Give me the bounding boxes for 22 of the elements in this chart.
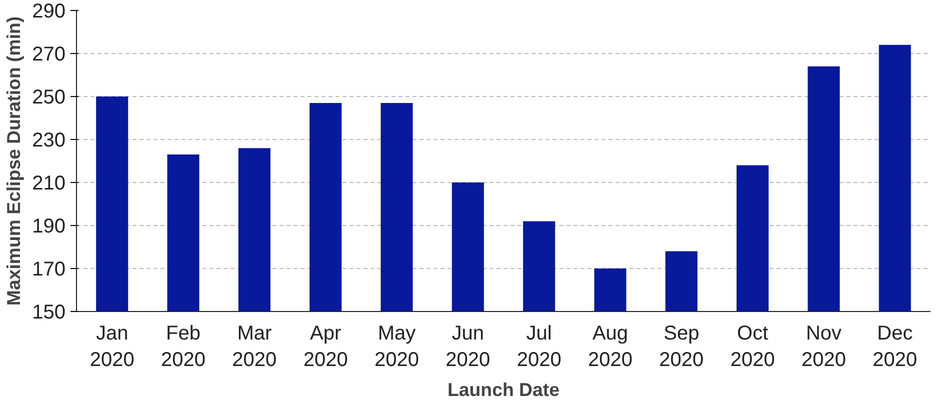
x-tick-label: Jul 2020 <box>516 322 562 371</box>
y-tick-label: 210 <box>32 172 66 194</box>
x-tick-label: Dec 2020 <box>872 322 918 371</box>
x-tick-label: Apr 2020 <box>303 322 348 371</box>
y-tick-label: 190 <box>32 216 66 238</box>
x-tick-label: Mar 2020 <box>232 322 277 371</box>
x-tick-label: Aug 2020 <box>588 322 633 371</box>
x-tick-label: May 2020 <box>374 322 420 371</box>
x-tick-label: Jun 2020 <box>446 322 490 371</box>
x-tick-label: Nov 2020 <box>802 322 846 371</box>
y-tick-label: 170 <box>32 258 66 280</box>
y-tick-label: 250 <box>32 86 66 108</box>
x-tick-label: Feb 2020 <box>161 322 206 371</box>
x-axis-title: Launch Date <box>448 378 560 400</box>
x-tick-label: Oct 2020 <box>730 322 775 371</box>
y-tick-label: 150 <box>32 302 66 324</box>
y-tick-label: 290 <box>32 0 66 22</box>
y-tick-label: 230 <box>32 130 66 152</box>
x-tick-label: Sep 2020 <box>659 322 704 371</box>
y-tick-label: 270 <box>32 44 66 66</box>
y-axis-title: Maximum Eclipse Duration (min) <box>3 16 24 306</box>
x-tick-label: Jan 2020 <box>90 322 134 371</box>
